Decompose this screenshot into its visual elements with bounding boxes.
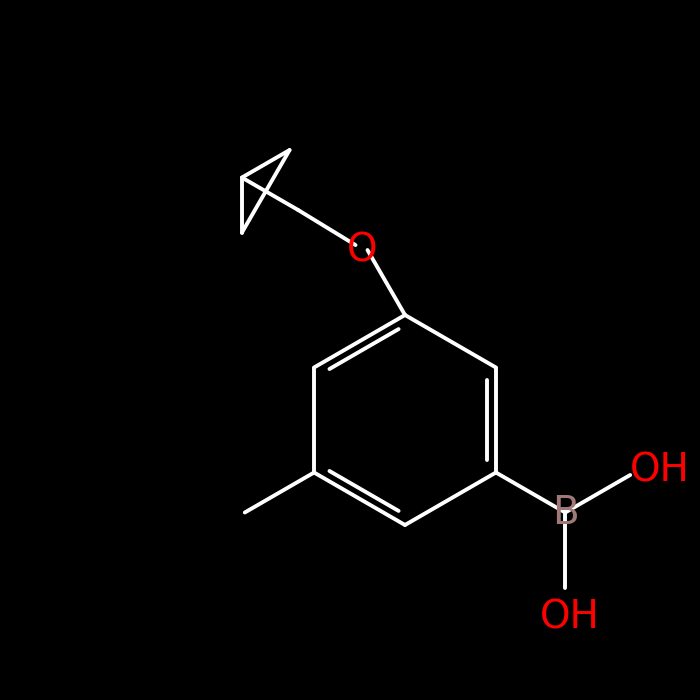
Text: B: B [552,494,579,531]
Text: OH: OH [540,598,600,636]
Text: O: O [347,231,378,269]
Text: OH: OH [630,451,690,489]
